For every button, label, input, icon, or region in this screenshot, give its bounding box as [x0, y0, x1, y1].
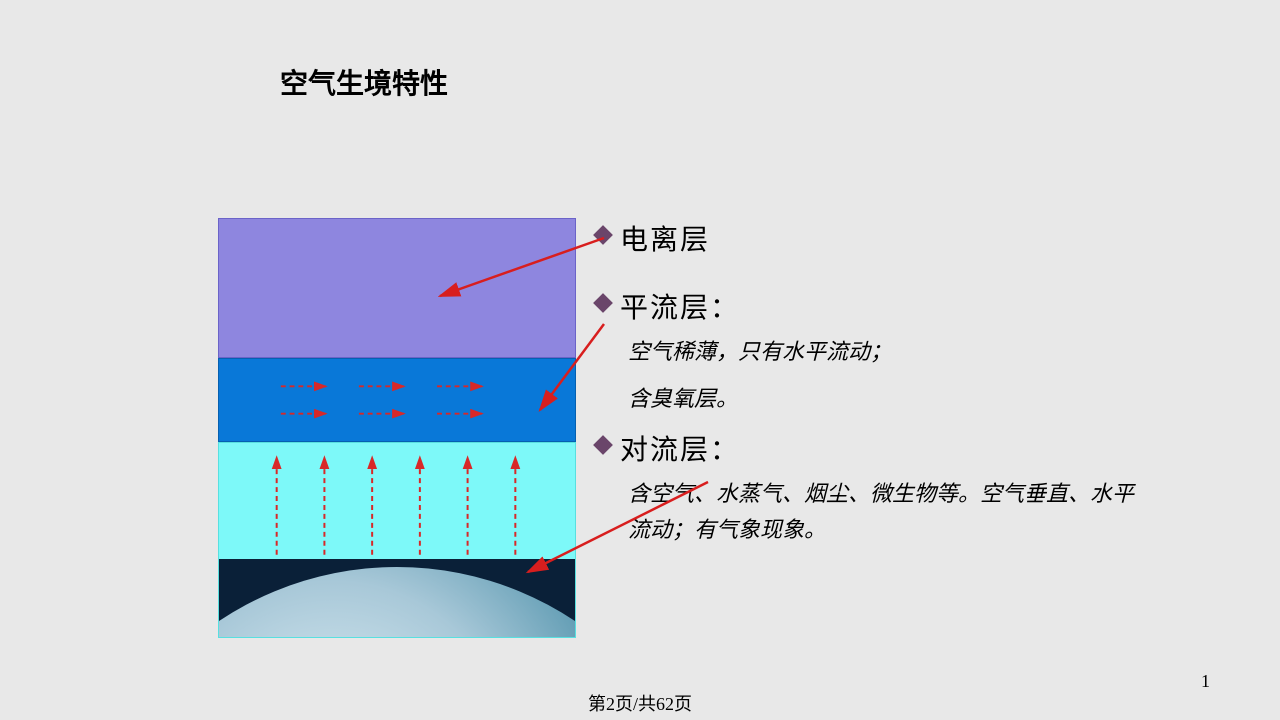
- bullet-description: 空气稀薄，只有水平流动；: [628, 334, 1146, 369]
- layer-troposphere: [218, 442, 576, 638]
- layer-ionosphere: [218, 218, 576, 358]
- bullet-label: 平流层：: [620, 286, 740, 326]
- earth: [219, 559, 575, 637]
- bullet-label: 对流层：: [620, 428, 740, 468]
- diamond-bullet-icon: [593, 293, 613, 313]
- slide-title: 空气生境特性: [280, 62, 448, 102]
- bullet-row: 平流层：: [596, 286, 1146, 326]
- atmosphere-diagram: [218, 218, 576, 638]
- layer-stratosphere: [218, 358, 576, 442]
- text-content: 电离层平流层： 空气稀薄，只有水平流动； 含臭氧层。对流层： 含空气、水蒸气、烟尘、微…: [596, 218, 1146, 559]
- bullet-row: 电离层: [596, 218, 1146, 258]
- bullet-description: 含臭氧层。: [628, 381, 1146, 416]
- page-footer: 第2页/共62页: [588, 690, 692, 716]
- page-number: 1: [1201, 671, 1210, 692]
- diamond-bullet-icon: [593, 435, 613, 455]
- diamond-bullet-icon: [593, 225, 613, 245]
- bullet-description: 含空气、水蒸气、烟尘、微生物等。空气垂直、水平流动；有气象现象。: [628, 476, 1146, 546]
- bullet-label: 电离层: [620, 218, 710, 258]
- earth-arc: [219, 567, 575, 637]
- bullet-row: 对流层：: [596, 428, 1146, 468]
- vertical-arrows: [219, 443, 575, 561]
- horizontal-arrows: [219, 359, 575, 441]
